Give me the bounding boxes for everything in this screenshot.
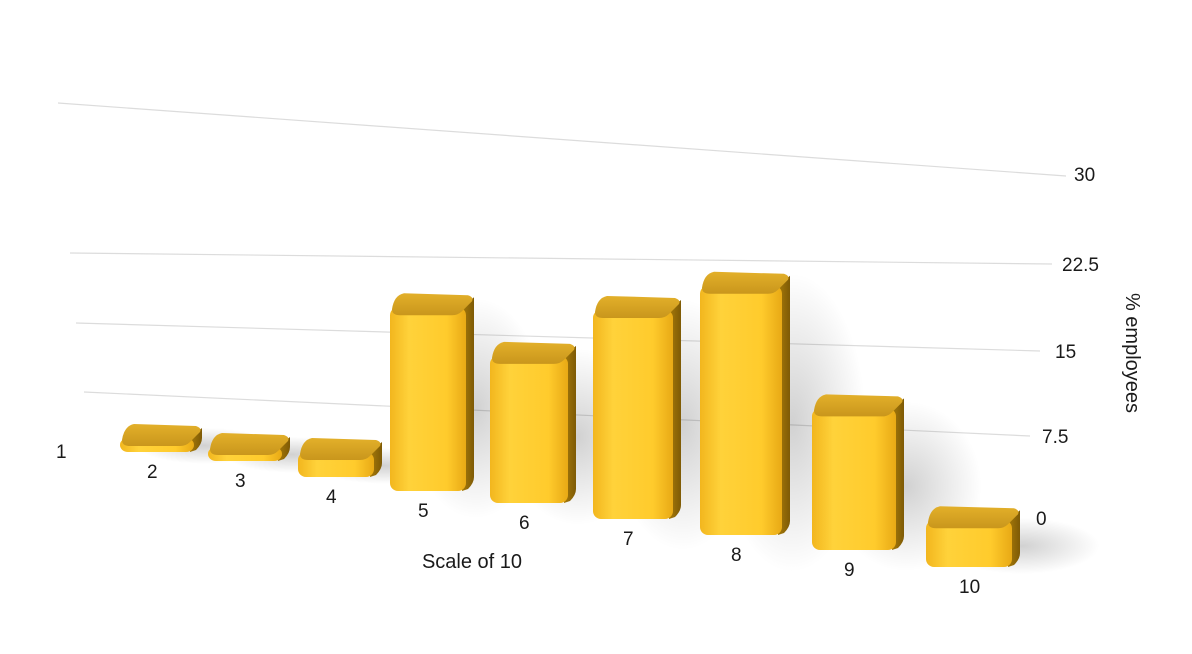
bar-top [300,438,381,460]
bar [298,438,382,477]
x-tick-label: 4 [326,487,337,508]
x-tick-label: 3 [235,471,246,492]
y-tick-label: 0 [1036,509,1047,530]
gridline [69,252,1053,265]
bar-top [702,271,789,294]
bar-top [595,295,680,318]
bars [120,271,1020,567]
x-tick-label: 1 [56,442,67,463]
x-tick-label: 7 [623,529,634,550]
bar [593,295,681,519]
x-tick-labels: 1 2 3 4 5 6 7 8 9 10 [56,442,980,598]
bar [208,433,290,461]
bar [120,424,202,452]
bar-top [392,293,473,316]
bar-top [122,424,201,446]
bar-front [390,307,466,491]
bar-front [593,309,673,519]
x-tick-label: 6 [519,513,530,534]
bar-front [490,355,568,503]
x-tick-label: 10 [959,577,980,598]
x-tick-label: 9 [844,560,855,581]
bar [812,394,904,550]
bar-top [492,341,575,364]
x-tick-label: 5 [418,501,429,522]
x-axis-label: Scale of 10 [422,551,522,573]
y-tick-label: 15 [1055,342,1076,363]
bar-front [700,285,782,535]
x-tick-label: 8 [731,545,742,566]
y-tick-label: 22.5 [1062,255,1099,276]
bar [700,271,790,535]
bar-front [926,520,1012,567]
y-tick-labels: 0 7.5 15 22.5 30 [1036,165,1099,530]
bar [926,506,1020,567]
bar-top [210,433,289,455]
bar-front [812,408,896,550]
bar [490,341,576,503]
bar-top [928,506,1019,529]
x-tick-label: 2 [147,462,158,483]
y-tick-label: 30 [1074,165,1095,186]
y-axis-label: % employees [1121,293,1143,413]
y-tick-label: 7.5 [1042,427,1068,448]
bar [390,293,474,491]
gridline [75,322,1041,352]
bar-top [814,394,903,417]
gridline [57,102,1067,177]
